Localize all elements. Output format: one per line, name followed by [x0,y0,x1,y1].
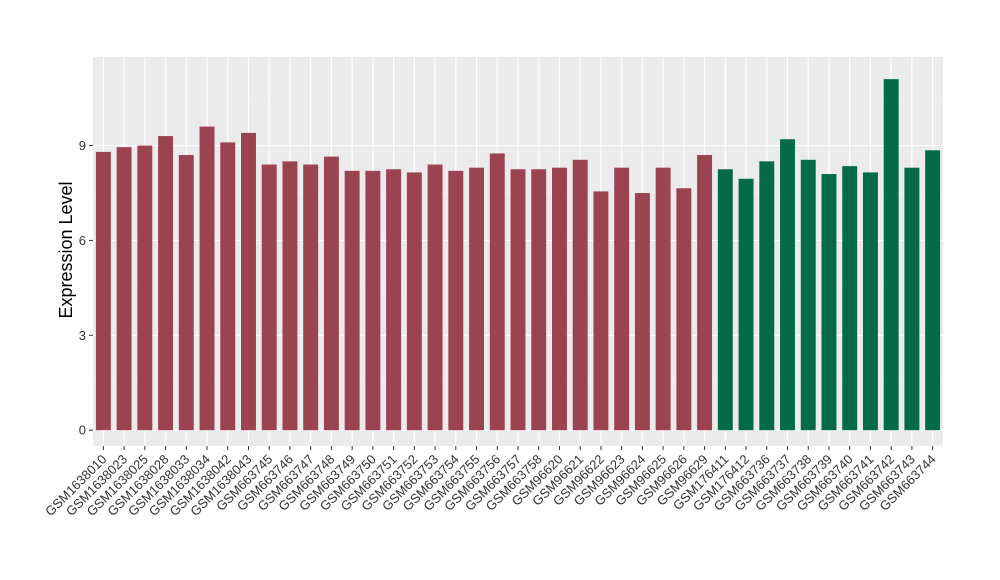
bar [241,132,256,431]
bar [759,161,775,431]
bar [406,172,422,431]
bar [261,164,277,431]
bar [883,79,899,431]
bar [510,169,526,431]
bar [116,147,132,431]
bar [925,150,941,431]
bar [531,169,547,431]
bar [365,170,381,431]
y-tick-label: 0 [79,423,86,438]
bar [697,155,713,431]
bar [344,170,360,431]
bar [862,172,878,431]
bar [800,159,816,431]
bar [199,126,215,431]
bar [738,178,754,431]
bar [469,167,484,431]
bar [282,161,298,431]
bar [303,164,319,431]
y-tick-label: 3 [79,328,86,343]
x-axis: GSM1638010GSM1638023GSM1638025GSM1638028… [42,446,939,519]
bar [323,156,339,431]
bar [95,151,111,431]
bar [178,155,194,431]
bar [842,166,858,431]
bar [489,153,505,431]
bar [780,139,795,431]
bar [448,170,464,431]
bar [717,169,733,431]
y-tick-label: 9 [79,138,86,153]
bar [655,167,671,431]
bar [821,174,837,431]
bar [593,191,609,431]
bar [427,164,443,431]
bar [676,188,692,431]
bars [95,79,941,431]
bar [220,142,236,431]
bar [614,167,630,431]
bar [572,159,588,431]
y-axis-title: Expression Level [56,181,76,318]
bar [386,169,402,431]
bar [634,192,650,431]
bar [137,145,153,431]
bar [158,136,174,431]
bar [552,167,567,431]
bar [904,167,920,431]
y-axis: 0 3 6 9 [79,138,93,438]
y-tick-label: 6 [79,233,86,248]
